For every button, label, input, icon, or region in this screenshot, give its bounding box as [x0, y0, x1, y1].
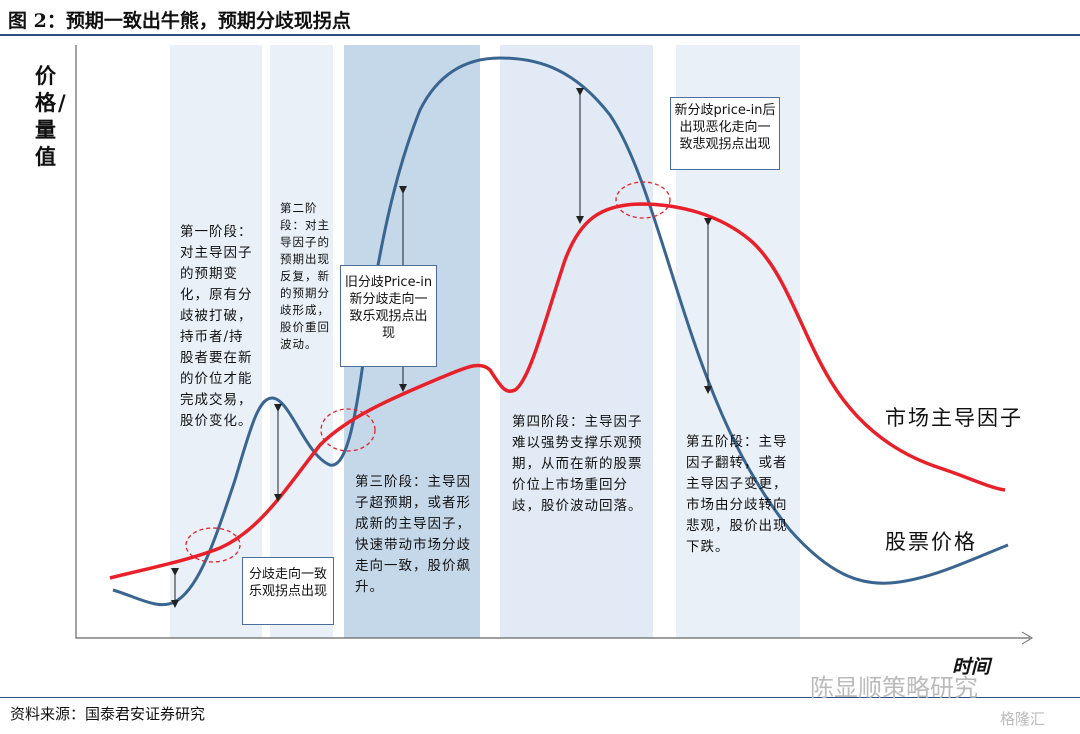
stage-band-2 — [270, 45, 333, 638]
stage-3-text: 第三阶段：主导因子超预期，或者形成新的主导因子，快速带动市场分歧走向一致，股价飙… — [355, 474, 471, 595]
stage-1-text: 第一阶段：对主导因子的预期变化，原有分歧被打破，持币者/持股者要在新的价位才能完… — [180, 224, 253, 429]
axes — [75, 45, 1030, 639]
stage-2-text: 第二阶段：对主导因子的预期出现反复，新的预期分歧形成，股价重回波动。 — [280, 201, 330, 351]
axis-arrow-icon — [1021, 631, 1033, 645]
inflection-circle-1 — [185, 527, 241, 563]
stock-price-curve — [112, 56, 1009, 607]
x-axis-label: 时间 — [952, 656, 991, 678]
footer-divider — [0, 697, 1080, 698]
y-axis-label: 价格/量值 — [35, 63, 68, 169]
stage-band-1 — [170, 45, 262, 638]
legend-stock-price: 股票价格 — [885, 530, 977, 554]
stage-4-text: 第四阶段：主导因子难以强势支撑乐观预期，从而在新的股票价位上市场重回分歧，股价波… — [512, 414, 643, 514]
legend-dominant-factor: 市场主导因子 — [885, 406, 1023, 430]
figure-title: 图 2：预期一致出牛熊，预期分歧现拐点 — [8, 10, 351, 32]
inflection-circle-2 — [320, 408, 376, 452]
callout-box-2: 旧分歧Price-in新分歧走向一致乐观拐点出现 — [340, 265, 437, 367]
callout-box-1: 分歧走向一致乐观拐点出现 — [242, 557, 334, 625]
dominant-factor-curve — [109, 202, 1006, 580]
title-divider — [0, 34, 1080, 36]
source-note: 资料来源：国泰君安证券研究 — [10, 705, 206, 723]
stage-5-text: 第五阶段：主导因子翻转，或者主导因子变更，市场由分歧转向悲观，股价出现下跌。 — [686, 434, 788, 555]
inflection-circle-3 — [615, 181, 671, 219]
watermark-logo: 格隆汇 — [1000, 710, 1046, 728]
watermark: 陈显顺策略研究 — [810, 674, 978, 702]
stage-band-4 — [500, 45, 653, 638]
callout-box-3: 新分歧price-in后出现恶化走向一致悲观拐点出现 — [670, 97, 780, 170]
